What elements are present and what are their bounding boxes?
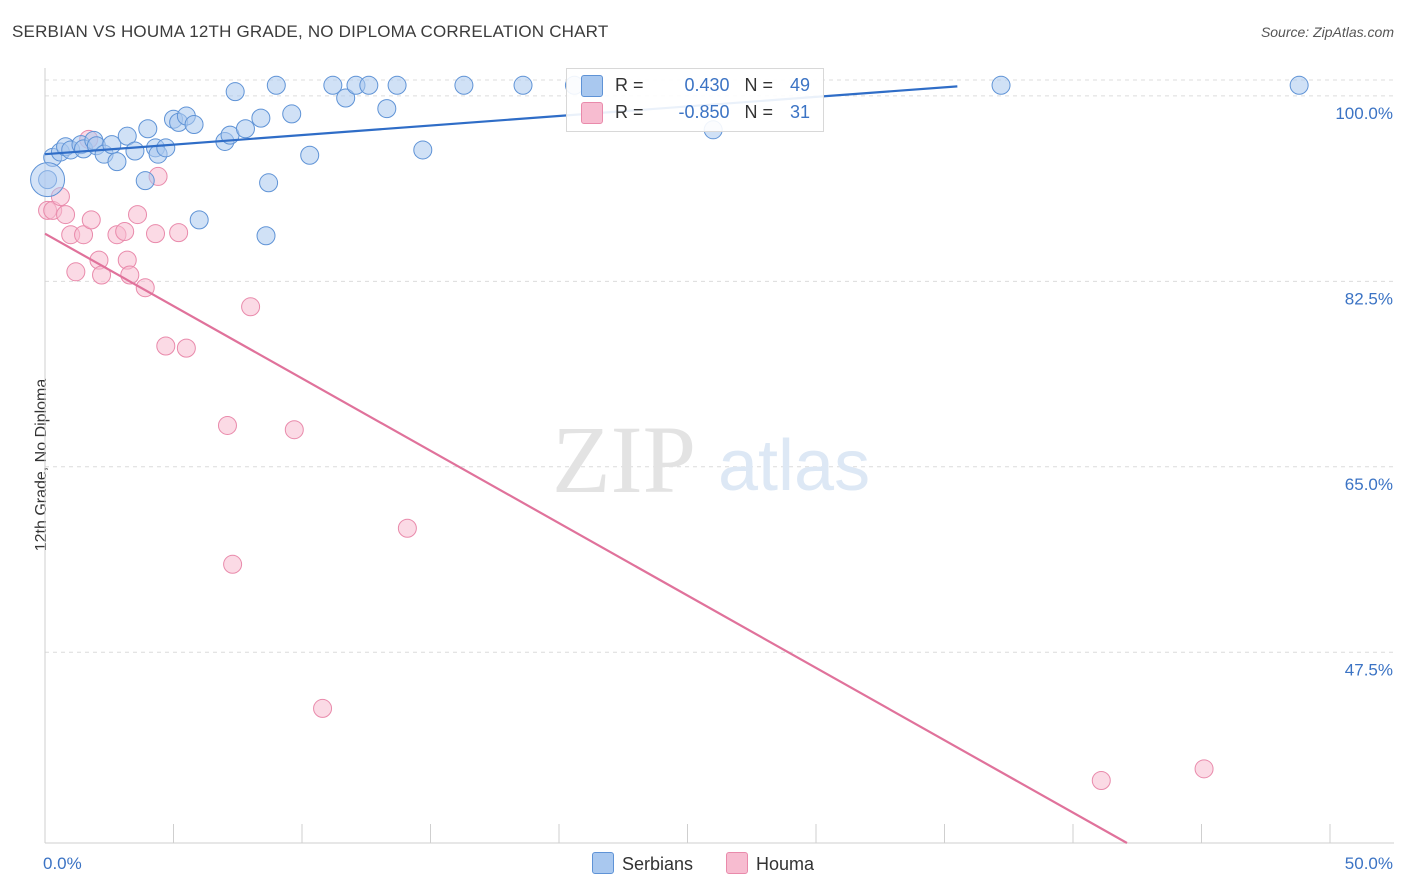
y-tick-labels: 100.0% 82.5% 65.0% 47.5% [1335,104,1393,679]
legend-item-serbians[interactable]: Serbians [591,852,693,875]
y-tick-label: 100.0% [1335,104,1393,123]
serbians-point [359,75,379,95]
serbians-point [156,138,176,158]
houma-point [1091,770,1111,790]
serbians-point [256,226,276,246]
y-tick-label: 82.5% [1345,289,1393,308]
houma-point [146,224,166,244]
houma-point [1194,759,1214,779]
serbians-point [282,104,302,124]
serbians-point [117,126,137,146]
watermark-zip: ZIP [552,406,696,513]
source-label: Source: ZipAtlas.com [1260,24,1394,40]
serbians-point [300,145,320,165]
serbians-point [454,75,474,95]
legend-item-houma[interactable]: Houma [726,852,814,875]
serbians-cluster-point [30,162,66,198]
y-tick-label: 65.0% [1345,475,1393,494]
serbians-point [125,141,145,161]
serbians-point [266,75,286,95]
serbians-point [251,108,271,128]
r-label: R = [615,75,644,95]
serbians-point [991,75,1011,95]
serbians-point [135,171,155,191]
houma-point [223,554,243,574]
houma-point [313,698,333,718]
serbians-point [413,140,433,160]
n-label: N = [744,75,774,95]
stats-legend: R = 0.430 N = 49 R = -0.850 N = 31 [566,68,824,132]
houma-point [176,338,196,358]
houma-point [241,297,261,317]
x-tick-label: 0.0% [43,854,82,873]
n-value: 49 [790,75,811,95]
r-value: 0.430 [684,75,730,95]
serbians-point [225,82,245,102]
houma-trend-line [44,232,1128,844]
n-value: 31 [790,102,811,122]
series-legend: Serbians Houma [0,852,1406,875]
serbians-legend-swatch [591,852,614,874]
houma-point [74,225,94,245]
serbians-point [387,75,407,95]
stats-row-serbians: R = 0.430 N = 49 [581,75,810,99]
serbians-point [336,88,356,108]
houma-point [128,205,148,225]
serbians-point [235,119,255,139]
houma-point [217,415,237,435]
serbians-point [259,173,279,193]
n-label: N = [744,102,774,122]
serbians-point [189,210,209,230]
houma-point [81,210,101,230]
serbians-point [184,115,204,135]
grid-layer [45,79,1394,653]
serbians-point [323,75,343,95]
houma-point [66,262,86,282]
legend-label-houma: Houma [756,854,815,874]
x-tick-labels: 0.0% 50.0% [43,854,1393,873]
serbians-point [138,119,158,139]
axes-layer [44,68,1394,844]
x-tick-label: 50.0% [1345,854,1393,873]
serbians-point [377,99,397,119]
serbians-point [513,75,533,95]
legend-label-serbians: Serbians [621,854,693,874]
serbians-swatch [581,75,603,98]
r-label: R = [615,102,644,122]
houma-point [169,223,189,243]
serbians-point [1289,75,1309,95]
houma-point [115,222,135,242]
houma-swatch [581,102,603,125]
stats-row-houma: R = -0.850 N = 31 [581,102,810,126]
houma-point [56,205,76,225]
y-tick-label: 47.5% [1345,660,1393,679]
houma-legend-swatch [726,852,749,874]
watermark: ZIP atlas [552,406,870,513]
chart-title: SERBIAN VS HOUMA 12TH GRADE, NO DIPLOMA … [12,22,609,41]
houma-point [397,518,417,538]
serbians-point [107,152,127,172]
houma-point [284,420,304,440]
houma-point [156,336,176,356]
r-value: -0.850 [678,102,730,122]
watermark-atlas: atlas [718,426,870,506]
